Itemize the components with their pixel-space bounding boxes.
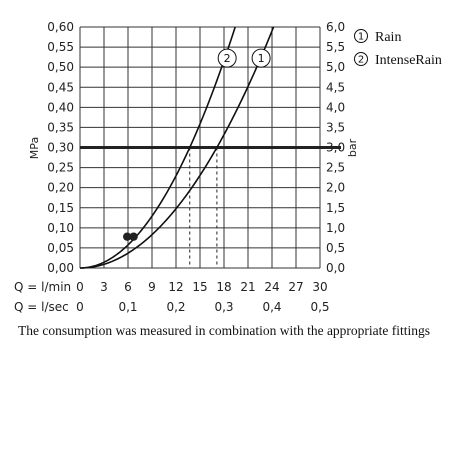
x-lmin-tick-label: 21	[240, 280, 255, 294]
y-left-tick-label: 0,05	[47, 241, 74, 255]
y-left-tick-label: 0,35	[47, 120, 74, 134]
consumption-footnote: The consumption was measured in combinat…	[18, 323, 431, 338]
legend-item-intenserain: 2 IntenseRain	[354, 52, 442, 68]
x-lmin-tick-label: 0	[76, 280, 84, 294]
x-lmin-tick-label: 12	[168, 280, 183, 294]
curve-rain	[79, 26, 275, 269]
x-lmin-tick-label: 3	[100, 280, 108, 294]
y-right-axis-label: bar	[346, 138, 359, 157]
y-right-tick-label: 2,0	[326, 181, 345, 195]
legend-label-intenserain: IntenseRain	[375, 53, 442, 68]
x-lsec-tick-label: 0,2	[166, 300, 185, 314]
x-lsec-tick-label: 0,5	[310, 300, 329, 314]
curve-marker-1	[251, 48, 271, 68]
curve-marker-2-number: 2	[224, 52, 231, 65]
y-left-tick-label: 0,15	[47, 201, 74, 215]
y-right-tick-label: 4,5	[326, 80, 345, 94]
y-right-tick-label: 5,0	[326, 60, 345, 74]
y-right-tick-label: 4,0	[326, 100, 345, 114]
curve-marker-1-number: 1	[258, 52, 265, 65]
y-right-tick-label: 0,0	[326, 261, 345, 275]
legend-marker-1	[354, 29, 368, 43]
y-left-tick-label: 0,00	[47, 261, 74, 275]
data-point	[123, 232, 132, 241]
legend: 1 Rain 2 IntenseRain	[354, 29, 442, 68]
x-lmin-tick-label: 27	[288, 280, 303, 294]
y-left-tick-label: 0,10	[47, 221, 74, 235]
x-lmin-tick-label: 15	[192, 280, 207, 294]
x-lsec-tick-label: 0,3	[214, 300, 233, 314]
flow-pressure-chart: 0,000,050,100,150,200,250,300,350,400,45…	[14, 20, 442, 314]
y-left-tick-label: 0,55	[47, 40, 74, 54]
y-left-tick-label: 0,30	[47, 141, 74, 155]
y-right-tick-label: 3,5	[326, 120, 345, 134]
y-right-tick-label: 2,5	[326, 161, 345, 175]
y-right-tick-label: 5,5	[326, 40, 345, 54]
x-lmin-tick-label: 30	[312, 280, 327, 294]
legend-label-rain: Rain	[375, 30, 401, 45]
tick-labels: 0,000,050,100,150,200,250,300,350,400,45…	[47, 20, 345, 314]
y-right-tick-label: 1,5	[326, 201, 345, 215]
y-right-tick-label: 0,5	[326, 241, 345, 255]
legend-marker-2-number: 2	[358, 55, 364, 66]
y-right-tick-label: 6,0	[326, 20, 345, 34]
y-left-tick-label: 0,40	[47, 100, 74, 114]
curve-intenserain	[79, 26, 236, 269]
legend-marker-2	[354, 52, 368, 66]
y-left-tick-label: 0,50	[47, 60, 74, 74]
curve-marker-2	[217, 48, 237, 68]
x-lmin-tick-label: 18	[216, 280, 231, 294]
x-lmin-tick-label: 24	[264, 280, 279, 294]
x-lsec-axis-label: Q = l/sec	[14, 300, 69, 314]
curves: 12	[79, 26, 341, 269]
x-lsec-tick-label: 0,1	[118, 300, 137, 314]
x-lmin-axis-label: Q = l/min	[14, 280, 71, 294]
y-left-tick-label: 0,20	[47, 181, 74, 195]
y-left-tick-label: 0,45	[47, 80, 74, 94]
x-lsec-tick-label: 0	[76, 300, 84, 314]
legend-item-rain: 1 Rain	[354, 29, 401, 45]
y-left-tick-label: 0,60	[47, 20, 74, 34]
legend-marker-1-number: 1	[358, 32, 364, 43]
y-left-tick-label: 0,25	[47, 161, 74, 175]
y-right-tick-label: 1,0	[326, 221, 345, 235]
x-lmin-tick-label: 9	[148, 280, 156, 294]
y-left-axis-label: MPa	[28, 137, 41, 159]
x-lmin-tick-label: 6	[124, 280, 132, 294]
x-lsec-tick-label: 0,4	[262, 300, 281, 314]
data-point	[129, 232, 138, 241]
